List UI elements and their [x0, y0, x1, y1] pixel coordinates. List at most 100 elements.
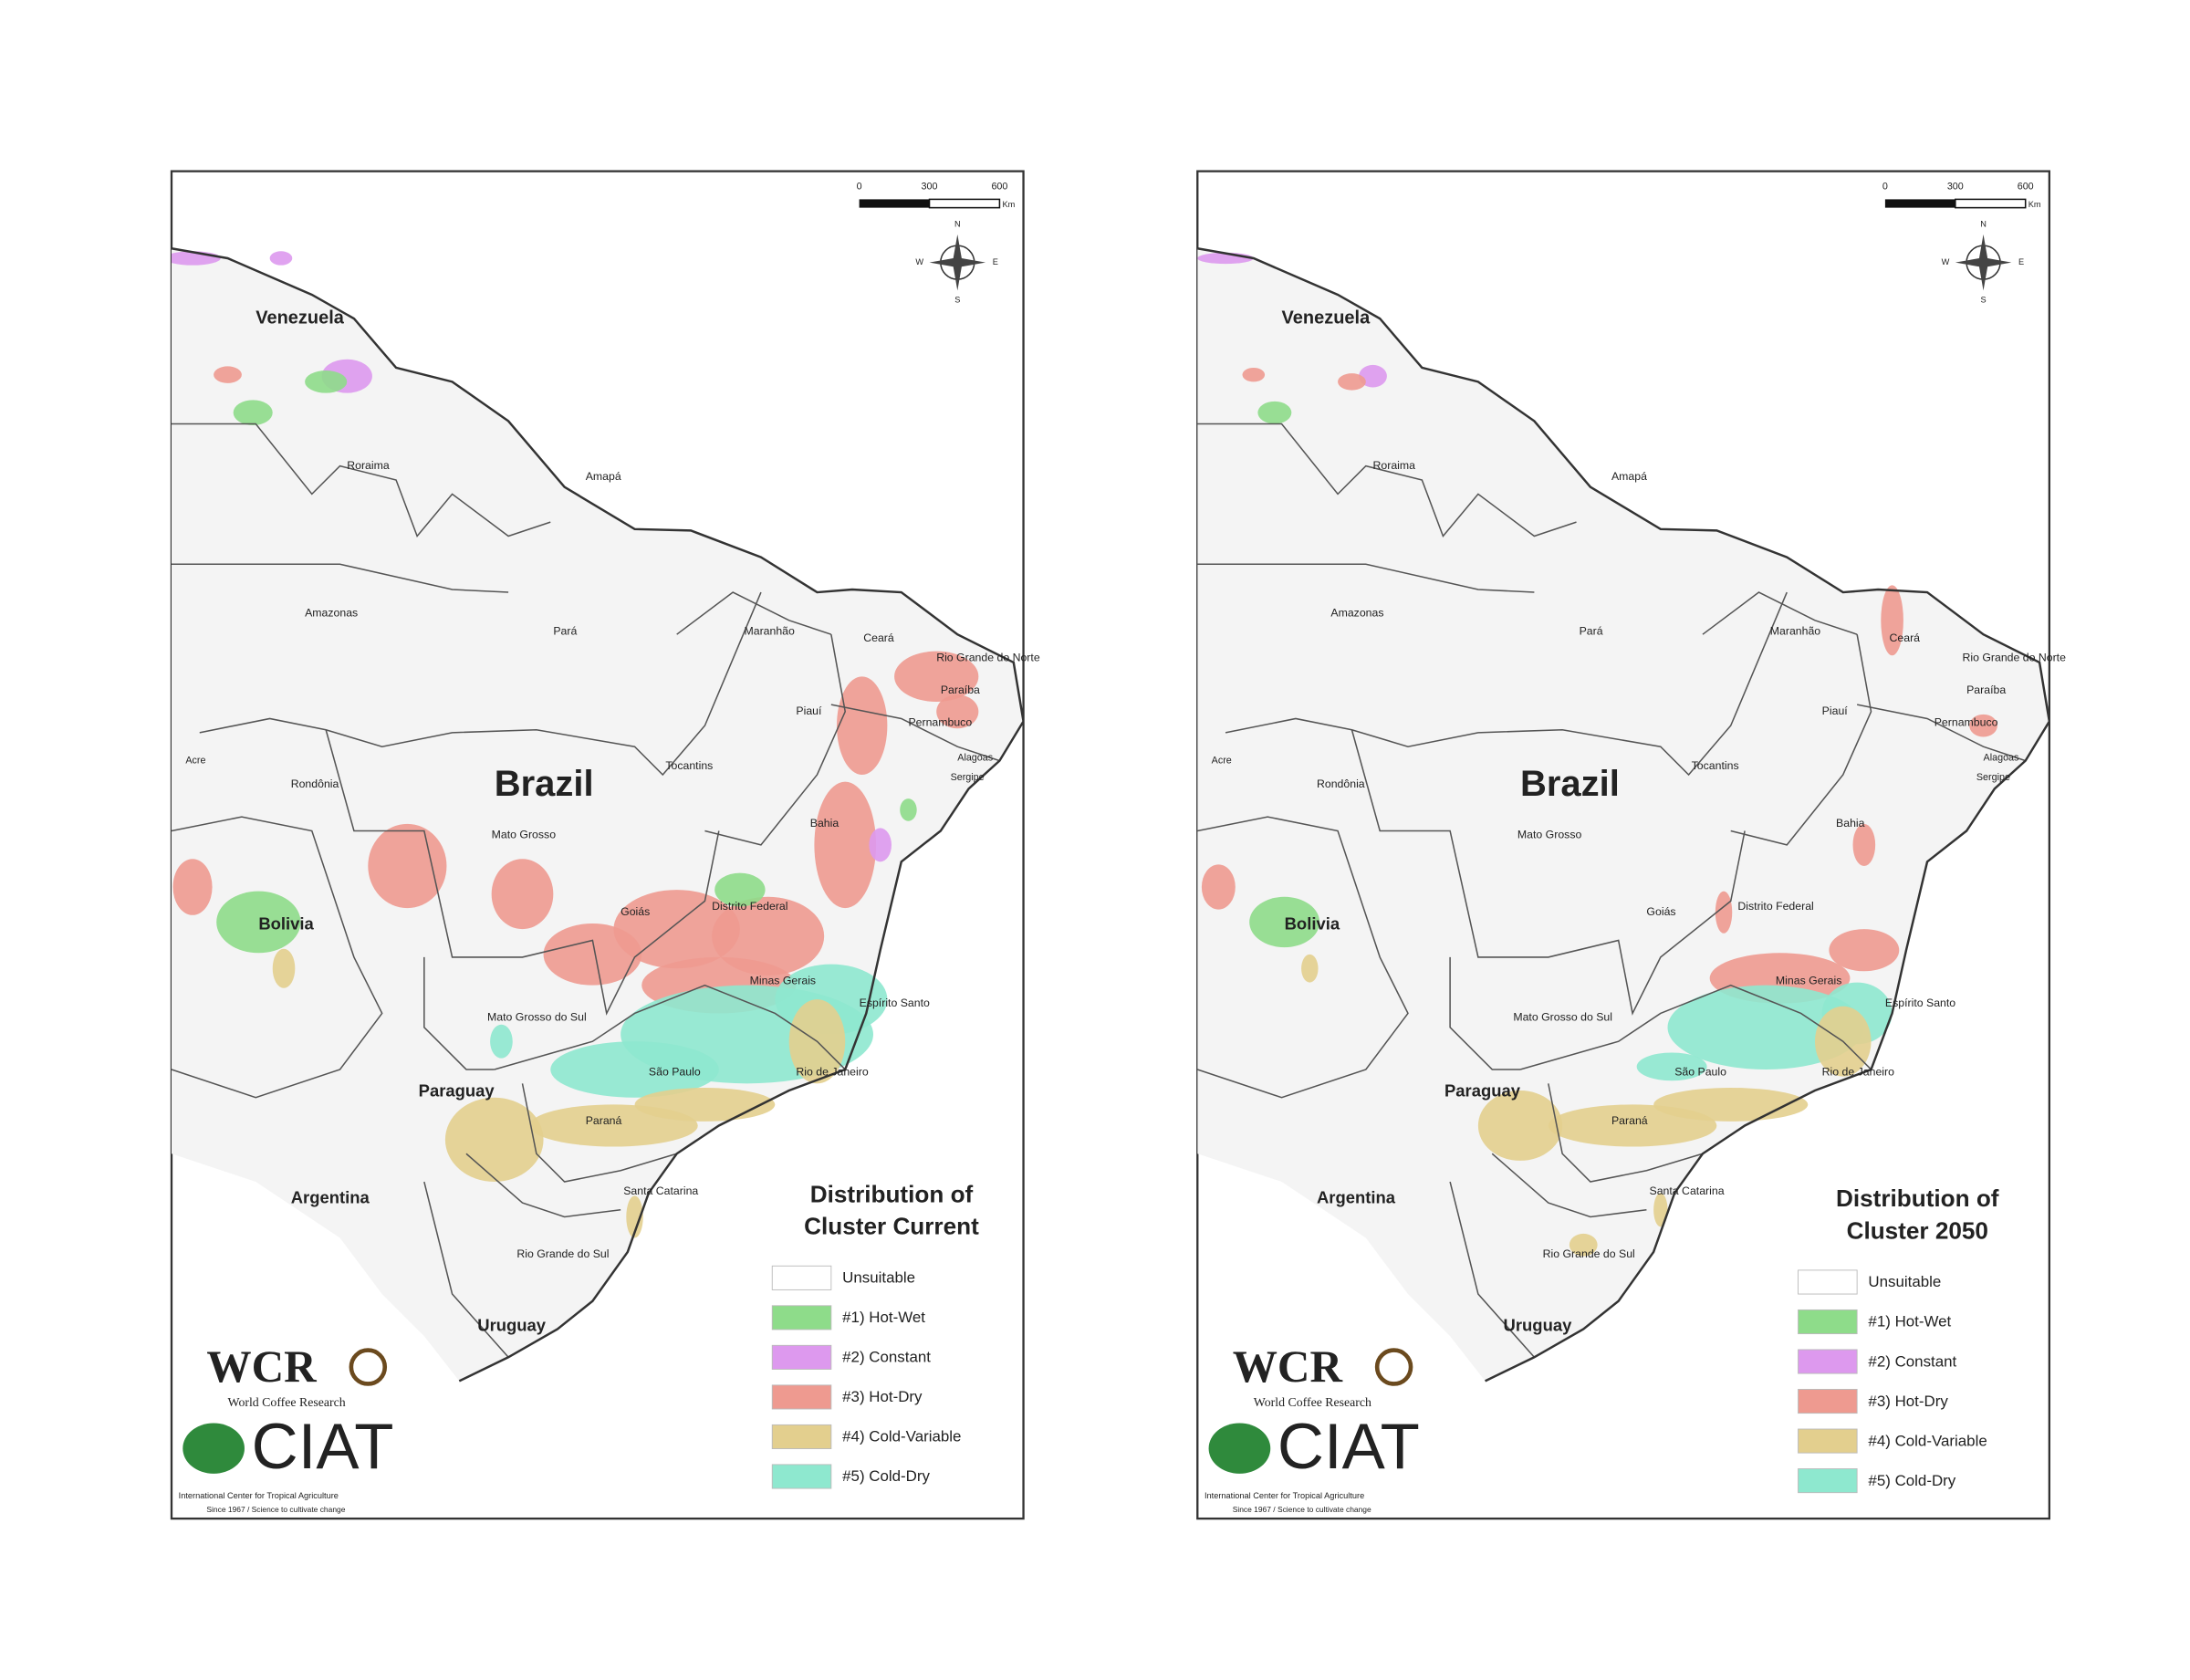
- state-label: Rondônia: [1317, 777, 1365, 790]
- country-label: Venezuela: [1282, 308, 1371, 328]
- state-label: Roraima: [1373, 459, 1416, 472]
- cluster-area: [269, 251, 293, 266]
- cluster-area: [233, 400, 273, 426]
- legend-swatch: [1798, 1428, 1858, 1454]
- cluster-area: [490, 1024, 513, 1059]
- legend-label: #5) Cold-Dry: [842, 1467, 930, 1485]
- scale-tick: 0: [857, 181, 862, 192]
- state-border: [1197, 423, 1577, 538]
- cluster-area: [1881, 585, 1903, 656]
- state-label: Paraíba: [941, 683, 980, 696]
- state-label: Bahia: [1836, 817, 1865, 830]
- state-label: Alagoas: [957, 752, 993, 763]
- cluster-area: [1242, 367, 1266, 382]
- ciat-name: International Center for Tropical Agricu…: [179, 1491, 339, 1500]
- cluster-area: [1852, 823, 1876, 866]
- state-label: Sergipe: [1976, 772, 2010, 783]
- state-border: [1449, 1181, 1535, 1358]
- compass-letter: W: [915, 257, 923, 266]
- legend-title: Cluster Current: [804, 1213, 979, 1240]
- state-border: [1730, 634, 1872, 846]
- cluster-area: [1715, 891, 1733, 934]
- state-label: Bahia: [810, 817, 840, 830]
- compass-letter: N: [1980, 220, 1987, 229]
- state-border: [494, 984, 846, 1070]
- cluster-area: [550, 1041, 719, 1098]
- legend-label: Unsuitable: [1868, 1273, 1941, 1290]
- cluster-area: [1653, 1193, 1668, 1227]
- legend-swatch: [771, 1344, 832, 1370]
- scale-bar-dark: [1884, 199, 1955, 208]
- state-label: Rio Grande do Norte: [936, 652, 1040, 664]
- cluster-area: [444, 1097, 544, 1183]
- ciat-globe: [182, 1423, 245, 1474]
- state-border: [1548, 1083, 1704, 1183]
- compass-star: [929, 234, 986, 291]
- compass-letter: N: [954, 220, 961, 229]
- state-label: Amapá: [1611, 470, 1647, 483]
- legend-label: #3) Hot-Dry: [842, 1388, 923, 1405]
- wcr-globe: [1374, 1348, 1413, 1386]
- state-label: São Paulo: [1674, 1065, 1726, 1078]
- state-label: Goiás: [1646, 905, 1675, 918]
- state-label: Paraná: [1611, 1114, 1648, 1127]
- cluster-area: [1301, 954, 1319, 983]
- legend-swatch: [1798, 1468, 1858, 1494]
- legend-swatch: [771, 1265, 832, 1290]
- cluster-area: [368, 823, 447, 909]
- legend-swatch: [771, 1384, 832, 1410]
- country-label: Paraguay: [419, 1080, 495, 1100]
- state-label: Acre: [1212, 755, 1232, 766]
- cluster-area: [1636, 1052, 1707, 1081]
- wcr-logo: WCR: [1233, 1341, 1343, 1392]
- state-border: [676, 591, 832, 635]
- state-label: Mato Grosso do Sul: [1513, 1010, 1612, 1023]
- state-border: [171, 816, 383, 1099]
- state-label: Maranhão: [1770, 624, 1821, 637]
- cluster-area: [491, 859, 554, 930]
- scale-tick: 300: [1947, 181, 1964, 192]
- ciat-logo: CIAT: [252, 1410, 394, 1482]
- state-border: [171, 423, 551, 538]
- scale-bar-dark: [859, 199, 930, 208]
- state-label: Mato Grosso do Sul: [487, 1010, 587, 1023]
- state-label: Alagoas: [1984, 752, 2019, 763]
- land-texture: [171, 248, 1024, 1382]
- country-label: Argentina: [1317, 1187, 1396, 1206]
- state-label: Tocantins: [1692, 759, 1739, 772]
- legend-label: #4) Cold-Variable: [842, 1428, 961, 1445]
- cluster-area: [894, 651, 979, 703]
- legend-swatch: [771, 1305, 832, 1330]
- country-label: Brazil: [1520, 764, 1620, 804]
- compass: N E S W: [915, 220, 997, 305]
- coastline: [1197, 247, 2049, 1383]
- state-border: [465, 1153, 621, 1218]
- scale-tick: 0: [1882, 181, 1888, 192]
- compass-letter: S: [954, 296, 960, 305]
- cluster-area: [814, 781, 877, 909]
- legend-label: #4) Cold-Variable: [1868, 1432, 1987, 1449]
- country-label: Bolivia: [1285, 913, 1340, 933]
- state-label: Pará: [553, 624, 577, 637]
- compass: N E S W: [1942, 220, 2024, 305]
- cluster-area: [1338, 373, 1366, 391]
- state-label: Mato Grosso: [492, 828, 557, 840]
- state-border: [704, 634, 847, 846]
- state-label: Tocantins: [665, 759, 713, 772]
- cluster-area: [712, 896, 825, 976]
- state-border: [830, 704, 1000, 762]
- legend-label: #1) Hot-Wet: [1868, 1313, 1951, 1330]
- cluster-area: [1257, 401, 1292, 424]
- state-border: [423, 1181, 509, 1358]
- ciat-tagline: Since 1967 / Science to cultivate change: [1233, 1505, 1371, 1514]
- state-label: Distrito Federal: [712, 900, 787, 913]
- state-border: [521, 1083, 677, 1183]
- ciat-name: International Center for Tropical Agricu…: [1204, 1491, 1364, 1500]
- cluster-area: [214, 366, 242, 383]
- cluster-area: [900, 798, 917, 821]
- state-label: Minas Gerais: [1776, 974, 1841, 986]
- state-label: Ceará: [1890, 631, 1921, 644]
- state-border: [1856, 704, 2026, 762]
